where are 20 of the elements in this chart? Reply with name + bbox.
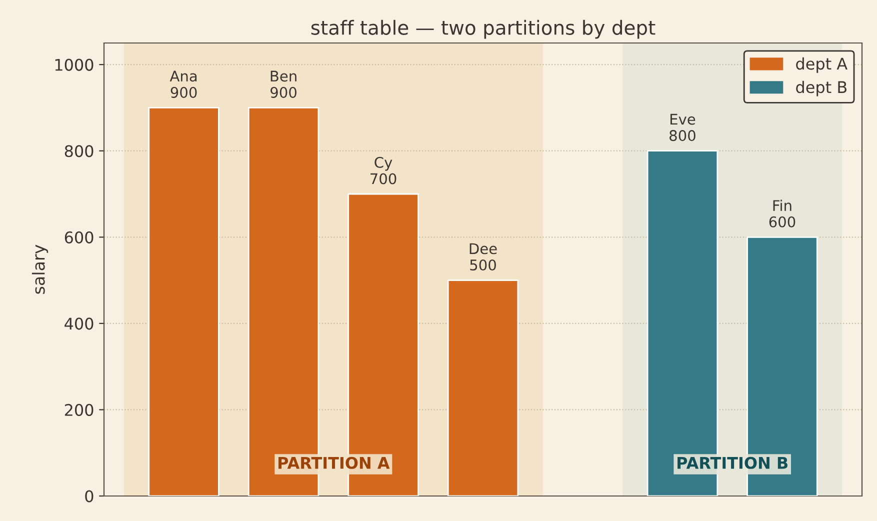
legend-label: dept B	[796, 80, 846, 96]
y-tick-label: 200	[64, 404, 94, 416]
data-label: Ana 900	[170, 70, 197, 98]
chart-title: staff table — two partitions by dept	[311, 20, 656, 39]
data-label: Ben 900	[270, 70, 296, 98]
bar	[447, 280, 519, 496]
data-label: Eve 800	[670, 114, 696, 142]
y-axis-title: salary	[32, 244, 48, 294]
y-tick-label: 600	[64, 231, 94, 244]
y-tick-label: 800	[64, 145, 94, 158]
bar	[148, 107, 220, 496]
annotation: PARTITION B	[678, 456, 788, 469]
y-tick-label: 400	[64, 318, 94, 330]
data-label: Dee 500	[470, 243, 497, 271]
y-tick-label: 0	[85, 490, 94, 502]
y-tick-label: 1000	[55, 58, 94, 71]
data-label: Cy 700	[370, 156, 396, 184]
legend-label: dept A	[796, 57, 848, 73]
data-label: Fin 600	[769, 200, 796, 228]
annotation: PARTITION A	[278, 456, 390, 469]
